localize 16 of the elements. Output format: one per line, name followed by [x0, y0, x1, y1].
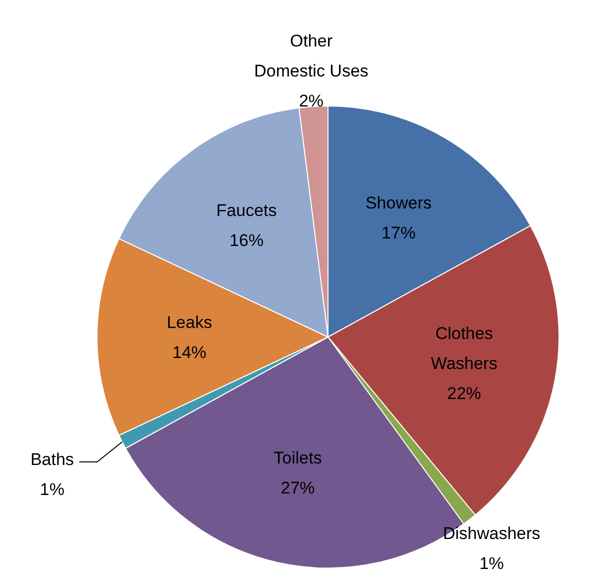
- slice-label: Baths: [30, 450, 74, 469]
- data-label: 22%: [447, 384, 482, 403]
- slice-label: Other Domestic Uses: [254, 32, 368, 81]
- data-label: 14%: [172, 343, 206, 362]
- slice-label: Toilets: [274, 448, 322, 468]
- slice-label: Faucets: [216, 200, 277, 220]
- data-label: 16%: [230, 230, 264, 250]
- slice-label: Showers: [365, 194, 432, 213]
- slice-label: Clothes Washers: [430, 324, 498, 373]
- slice-label: Leaks: [166, 313, 212, 332]
- data-label: 27%: [280, 478, 315, 498]
- data-label: 1%: [479, 554, 504, 573]
- slice-label: Dishwashers: [442, 524, 540, 543]
- data-label: 2%: [298, 92, 324, 111]
- data-label: 1%: [40, 480, 64, 499]
- data-label: 17%: [382, 224, 416, 243]
